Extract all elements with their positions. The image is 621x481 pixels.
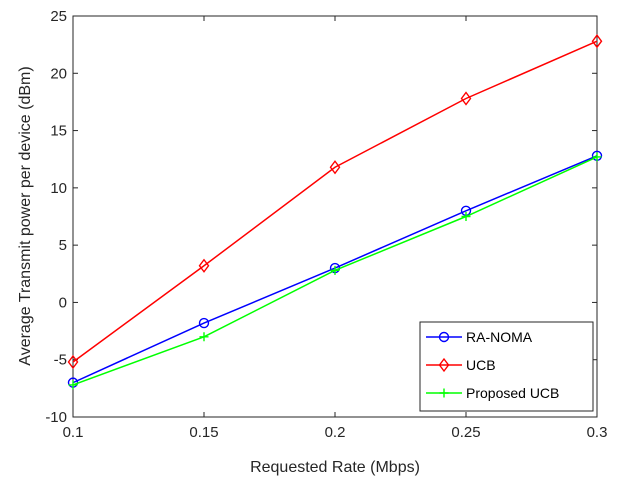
legend-label: Proposed UCB [466,385,559,401]
legend-swatch-marker [439,388,449,398]
legend-swatch-marker [438,357,450,373]
series-proposed-ucb [68,152,602,390]
data-point-ucb [460,91,472,106]
data-point-ucb [329,160,341,175]
data-point-proposed-ucb [68,380,78,390]
x-tick-label: 0.25 [451,424,480,441]
y-tick-label: 5 [59,237,67,254]
y-tick-label: -10 [45,409,67,426]
x-axis-label: Requested Rate (Mbps) [250,459,420,476]
legend-item-proposed-ucb: Proposed UCB [426,385,559,401]
y-tick-label: -5 [54,352,67,369]
data-point-ucb [591,34,603,49]
y-axis-label: Average Transmit power per device (dBm) [17,66,34,365]
data-point-proposed-ucb [199,332,209,342]
x-tick-label: 0.2 [325,424,346,441]
legend-swatch-marker [438,331,450,343]
data-point-ucb [198,258,210,273]
series-layer [67,34,603,390]
data-point-ra-noma [198,317,210,329]
data-point-proposed-ucb [330,265,340,275]
y-tick-label: 10 [50,180,67,197]
series-line-ucb [72,40,598,363]
y-tick-label: 20 [50,65,67,82]
x-axis: 0.1 0.15 0.2 0.25 0.3 [63,16,608,441]
y-tick-label: 25 [50,8,67,25]
x-tick-label: 0.3 [587,424,608,441]
y-tick-label: 0 [59,294,67,311]
legend-item-ra-noma: RA-NOMA [426,329,533,345]
y-tick-label: 15 [50,123,67,140]
series-ucb [67,34,603,370]
data-point-ucb [67,354,79,370]
legend-item-ucb: UCB [426,357,496,373]
x-tick-label: 0.15 [189,424,218,441]
legend: RA-NOMA UCB Proposed UCB [419,321,594,412]
legend-label: UCB [466,357,496,373]
x-tick-label: 0.1 [63,424,84,441]
data-point-proposed-ucb [592,152,602,162]
data-point-proposed-ucb [461,212,471,221]
legend-label: RA-NOMA [466,329,533,345]
y-axis: -10 -5 0 5 10 15 20 25 [45,8,597,426]
